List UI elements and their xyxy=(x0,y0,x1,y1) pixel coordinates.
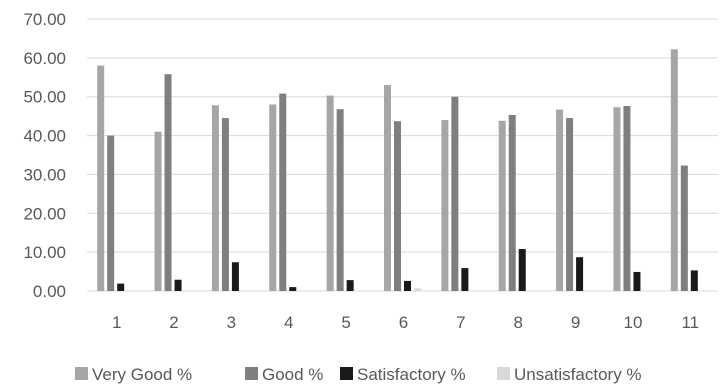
bar-very-good-10 xyxy=(613,107,621,291)
legend-label: Unsatisfactory % xyxy=(514,365,642,384)
bar-satisfactory-3 xyxy=(231,262,239,291)
legend-label: Good % xyxy=(262,365,323,384)
bar-good-2 xyxy=(164,74,172,291)
bar-satisfactory-9 xyxy=(576,257,584,291)
y-tick-label: 40.00 xyxy=(23,127,66,146)
bar-unsatisfactory-6 xyxy=(414,288,421,291)
x-tick-label: 1 xyxy=(112,313,121,332)
bar-very-good-9 xyxy=(556,109,564,291)
bar-satisfactory-10 xyxy=(633,271,641,291)
x-axis-tick-labels: 1 2 3 4 5 6 7 8 9 10 11 xyxy=(112,313,699,332)
legend-label: Satisfactory % xyxy=(357,365,466,384)
bar-very-good-8 xyxy=(498,120,506,291)
bar-very-good-2 xyxy=(154,131,162,291)
bar-good-6 xyxy=(394,121,401,292)
bar-satisfactory-11 xyxy=(690,270,698,291)
bar-satisfactory-8 xyxy=(518,249,526,291)
bar-good-8 xyxy=(508,114,516,291)
y-tick-label: 0.00 xyxy=(33,282,66,301)
legend-label: Very Good % xyxy=(92,365,192,384)
bar-satisfactory-5 xyxy=(346,280,354,291)
bar-very-good-3 xyxy=(211,105,219,292)
legend-swatch xyxy=(245,367,258,380)
x-tick-label: 10 xyxy=(623,313,642,332)
legend-swatch xyxy=(497,367,510,380)
legend-swatch xyxy=(340,367,353,380)
bar-very-good-7 xyxy=(441,120,449,292)
x-tick-label: 6 xyxy=(399,313,408,332)
bar-very-good-11 xyxy=(670,49,678,292)
bar-good-10 xyxy=(623,106,631,291)
bar-good-11 xyxy=(680,165,688,291)
gridlines xyxy=(87,18,718,292)
x-tick-label: 2 xyxy=(169,313,178,332)
bar-good-5 xyxy=(336,109,344,291)
bar-very-good-5 xyxy=(326,95,334,291)
bar-satisfactory-6 xyxy=(404,280,411,291)
bar-satisfactory-1 xyxy=(117,283,125,291)
bar-good-3 xyxy=(221,118,229,291)
legend-swatch xyxy=(75,367,88,380)
legend: Very Good % Good % Satisfactory % Unsatisfa… xyxy=(75,365,642,384)
x-tick-label: 8 xyxy=(513,313,522,332)
y-axis-tick-labels: 0.00 10.00 20.00 30.00 40.00 50.00 60.00 70.00 xyxy=(23,10,66,301)
x-tick-label: 7 xyxy=(456,313,465,332)
y-tick-label: 60.00 xyxy=(23,49,66,68)
y-tick-label: 10.00 xyxy=(23,243,66,262)
x-tick-label: 5 xyxy=(341,313,350,332)
bar-satisfactory-7 xyxy=(461,268,469,291)
y-tick-label: 30.00 xyxy=(23,165,66,184)
y-tick-label: 70.00 xyxy=(23,10,66,29)
bar-satisfactory-2 xyxy=(174,279,182,291)
bar-very-good-6 xyxy=(384,85,391,291)
x-tick-label: 3 xyxy=(227,313,236,332)
bar-good-7 xyxy=(451,96,459,291)
bar-very-good-1 xyxy=(97,65,105,291)
bar-good-1 xyxy=(107,135,115,291)
bar-good-9 xyxy=(566,118,574,291)
x-tick-label: 4 xyxy=(284,313,293,332)
bar-very-good-4 xyxy=(269,104,277,291)
y-tick-label: 50.00 xyxy=(23,88,66,107)
x-tick-label: 9 xyxy=(571,313,580,332)
bars xyxy=(97,49,698,292)
bar-satisfactory-4 xyxy=(289,287,297,291)
bar-good-4 xyxy=(279,93,287,291)
x-tick-label: 11 xyxy=(681,313,699,332)
y-tick-label: 20.00 xyxy=(23,204,66,223)
